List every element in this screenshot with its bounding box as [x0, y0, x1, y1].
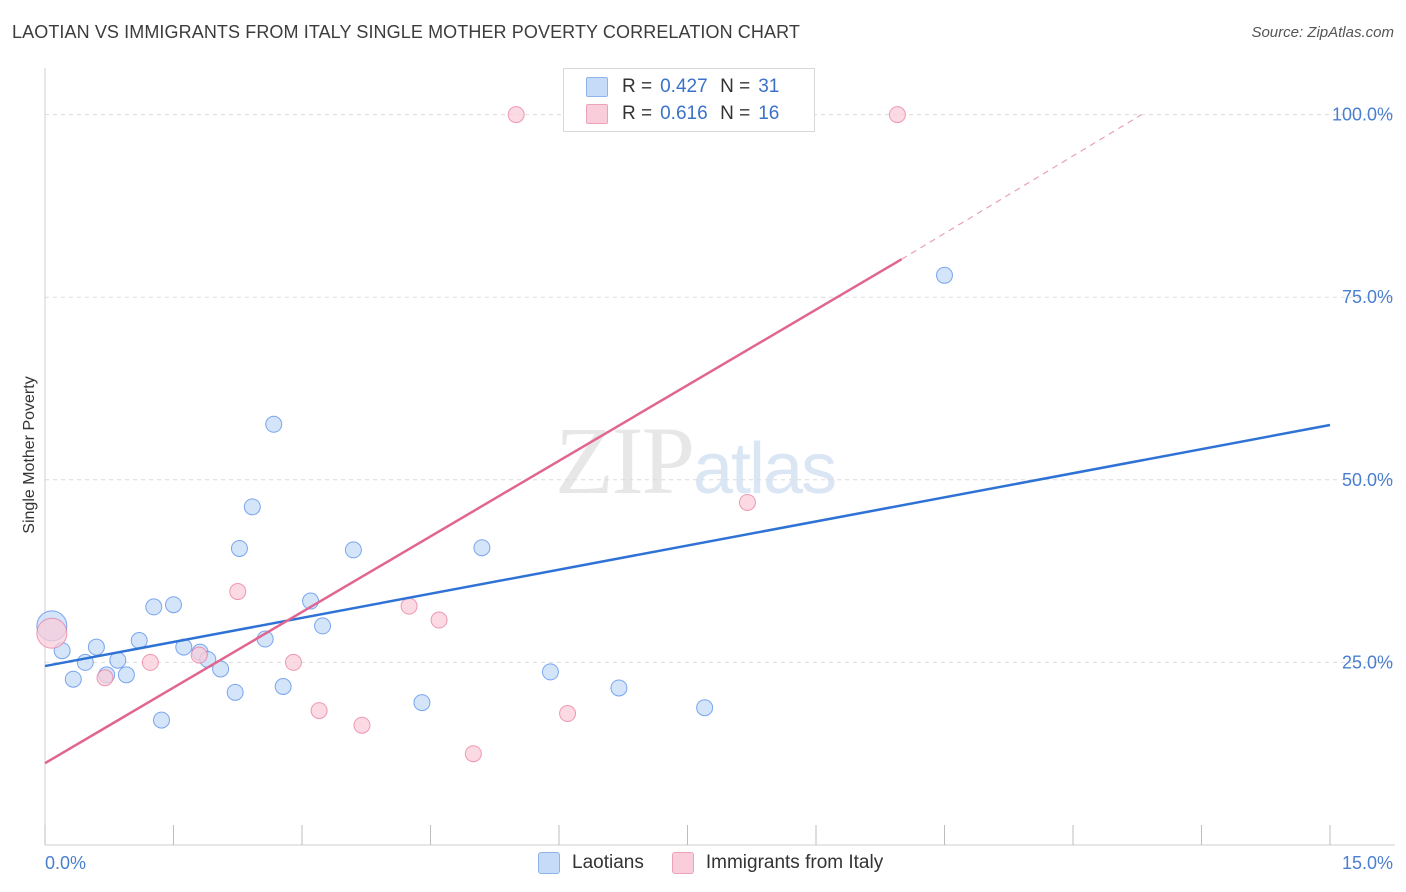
- laotians-point: [230, 539, 248, 557]
- laotians-point: [153, 711, 171, 729]
- laotians-point: [226, 683, 244, 701]
- laotians-point: [64, 670, 82, 688]
- laotians-point: [145, 598, 163, 616]
- italy-point: [464, 745, 482, 763]
- italy-point: [559, 705, 577, 723]
- italy-point: [141, 653, 159, 671]
- x-tick-label: 15.0%: [1342, 853, 1393, 873]
- legend-r-value: 0.427: [660, 76, 708, 97]
- correlation-legend: R = 0.427 N = 31 R = 0.616 N = 16: [563, 68, 815, 132]
- y-tick-label: 75.0%: [1342, 287, 1393, 307]
- italy-point: [229, 583, 247, 601]
- legend-n-label: N =: [720, 103, 751, 124]
- source-label: Source: ZipAtlas.com: [1251, 24, 1394, 41]
- legend-r-value: 0.616: [660, 103, 708, 124]
- italy-point: [400, 597, 418, 615]
- laotians-point: [610, 679, 628, 697]
- watermark: ZIPatlas: [555, 405, 837, 516]
- italy-point: [284, 653, 302, 671]
- laotians-point: [936, 266, 953, 284]
- legend-n-label: N =: [720, 76, 751, 97]
- legend-row-italy: R = 0.616 N = 16: [586, 102, 779, 126]
- italy-trend-line: [44, 258, 903, 765]
- laotians-point: [413, 694, 431, 712]
- legend-r-label: R =: [622, 103, 653, 124]
- laotians-point: [165, 596, 182, 614]
- legend-item-laotians[interactable]: Laotians: [538, 852, 644, 874]
- watermark-atlas: atlas: [693, 429, 837, 509]
- legend-n-value: 16: [758, 103, 780, 124]
- laotians-point: [696, 699, 714, 717]
- italy-point: [310, 702, 328, 720]
- legend-swatch-italy: [586, 104, 608, 124]
- italy-point: [888, 106, 906, 124]
- y-axis-label: Single Mother Poverty: [21, 376, 38, 533]
- italy-point: [190, 646, 208, 664]
- legend-swatch-italy: [671, 852, 694, 874]
- laotians-trend-line: [44, 423, 1331, 668]
- laotians-point: [117, 666, 135, 684]
- chart-title: LAOTIAN VS IMMIGRANTS FROM ITALY SINGLE …: [12, 22, 800, 42]
- y-tick-label: 25.0%: [1342, 652, 1393, 672]
- watermark-zip: ZIP: [555, 407, 695, 514]
- legend-label-laotians: Laotians: [572, 852, 644, 873]
- laotians-point: [265, 415, 283, 433]
- x-tick-label: 0.0%: [45, 853, 86, 873]
- legend-label-italy: Immigrants from Italy: [705, 852, 884, 873]
- laotians-point: [243, 498, 261, 516]
- laotians-point: [344, 541, 362, 559]
- laotians-point: [541, 663, 559, 681]
- legend-swatch-laotians: [586, 77, 608, 97]
- legend-r-label: R =: [622, 76, 653, 97]
- italy-point: [507, 106, 525, 124]
- laotians-point: [87, 638, 105, 656]
- italy-point: [36, 617, 68, 649]
- laotians-point: [274, 678, 292, 696]
- series-legend: Laotians Immigrants from Italy: [538, 852, 911, 874]
- italy-point: [430, 611, 448, 629]
- italy-point: [738, 493, 756, 511]
- laotians-point: [473, 539, 491, 557]
- y-tick-label: 100.0%: [1332, 105, 1393, 125]
- italy-trend-extension: [901, 114, 1142, 260]
- legend-row-laotians: R = 0.427 N = 31: [586, 75, 779, 99]
- italy-point: [96, 669, 114, 687]
- legend-item-italy[interactable]: Immigrants from Italy: [671, 852, 884, 874]
- italy-point: [353, 716, 371, 734]
- laotians-point: [314, 617, 332, 635]
- y-tick-label: 50.0%: [1342, 470, 1393, 490]
- legend-n-value: 31: [758, 76, 780, 97]
- legend-swatch-laotians: [538, 852, 560, 874]
